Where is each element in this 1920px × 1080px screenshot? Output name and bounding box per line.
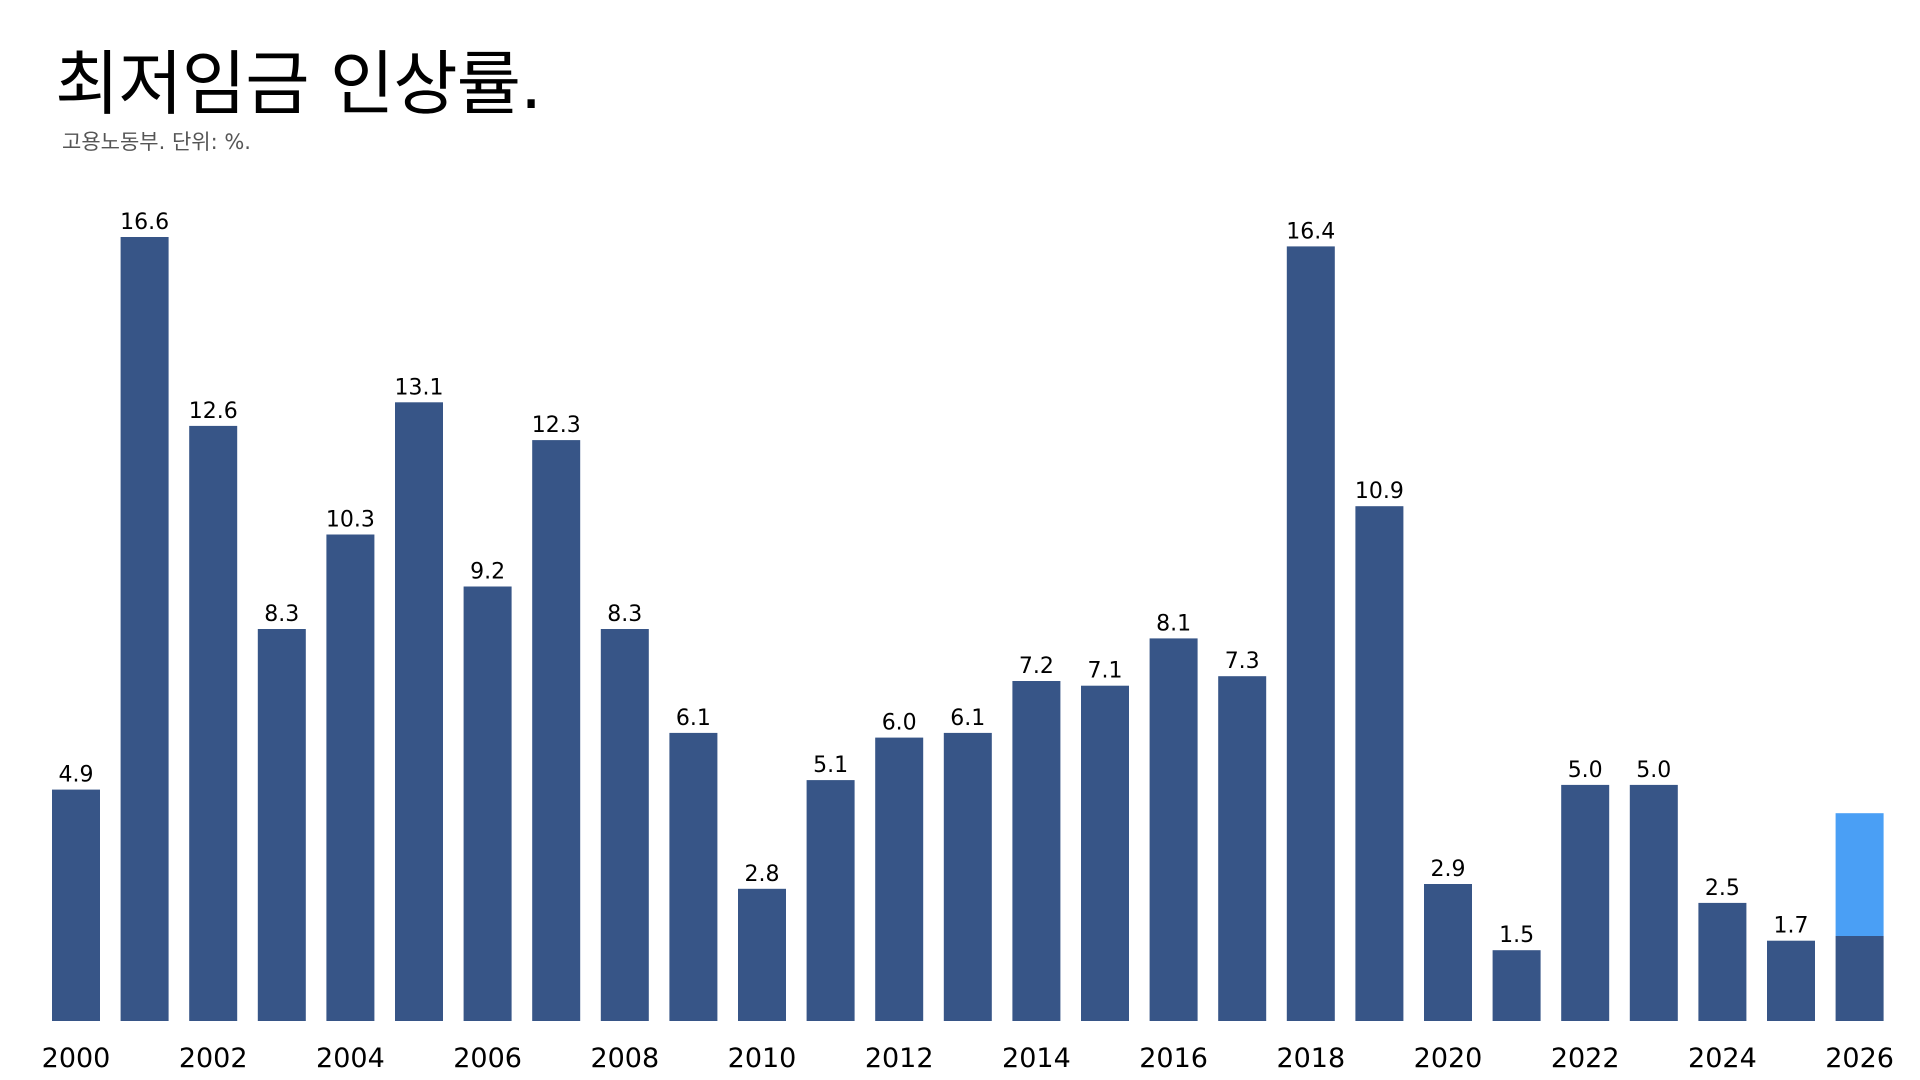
value-label-2003: 8.3 [264, 602, 299, 627]
bar-2010 [738, 888, 786, 1021]
value-label-2017: 7.3 [1225, 649, 1260, 674]
value-label-2008: 8.3 [607, 602, 642, 627]
x-tick-label-2024: 2024 [1688, 1043, 1757, 1074]
x-tick-label-2014: 2014 [1002, 1043, 1071, 1074]
bar-2001 [120, 237, 169, 1021]
chart-subtitle: 고용노동부. 단위: %. [62, 130, 251, 154]
value-label-2025: 1.7 [1774, 914, 1809, 939]
value-label-2023: 5.0 [1636, 758, 1671, 783]
value-label-2009: 6.1 [676, 706, 711, 731]
x-tick-label-2026: 2026 [1825, 1043, 1894, 1074]
value-label-2010: 2.8 [745, 862, 780, 887]
x-tick-label-2010: 2010 [728, 1043, 797, 1074]
bar-2017 [1218, 676, 1267, 1021]
bar-2019 [1355, 506, 1404, 1021]
x-tick-label-2020: 2020 [1414, 1043, 1483, 1074]
bar-2020 [1424, 884, 1472, 1021]
value-label-2014: 7.2 [1019, 654, 1054, 679]
bar-2025 [1767, 940, 1815, 1021]
bar-2005 [395, 402, 443, 1021]
bar-2016 [1149, 638, 1198, 1021]
bar-2012 [875, 737, 924, 1021]
bar-2015 [1081, 685, 1129, 1021]
value-label-2011: 5.1 [813, 753, 848, 778]
value-label-2005: 13.1 [395, 375, 444, 400]
value-label-2020: 2.9 [1431, 857, 1466, 882]
x-tick-label-2004: 2004 [316, 1043, 385, 1074]
x-tick-label-2008: 2008 [590, 1043, 659, 1074]
value-label-2015: 7.1 [1088, 659, 1123, 684]
bar-2009 [669, 732, 718, 1021]
bar-2013 [943, 732, 992, 1021]
value-label-2001: 16.6 [120, 210, 169, 235]
value-label-2013: 6.1 [950, 706, 985, 731]
x-tick-label-2018: 2018 [1276, 1043, 1345, 1074]
bar-2003 [257, 629, 306, 1021]
chart-title: 최저임금 인상률. [55, 43, 542, 125]
x-tick-label-2002: 2002 [179, 1043, 248, 1074]
bar-2006 [463, 586, 512, 1021]
x-tick-label-2012: 2012 [865, 1043, 934, 1074]
bar-2026-base [1835, 936, 1884, 1021]
value-label-2012: 6.0 [882, 711, 917, 736]
bar-2021 [1492, 950, 1541, 1021]
bar-2011 [806, 780, 855, 1021]
x-tick-label-2022: 2022 [1551, 1043, 1620, 1074]
value-label-2006: 9.2 [470, 560, 505, 585]
value-label-2016: 8.1 [1156, 611, 1191, 636]
bar-2008 [600, 629, 649, 1021]
bar-2023 [1629, 784, 1678, 1021]
bar-2004 [326, 534, 375, 1021]
value-label-2000: 4.9 [59, 763, 94, 788]
value-label-2024: 2.5 [1705, 876, 1740, 901]
value-label-2018: 16.4 [1286, 219, 1335, 244]
x-tick-label-2000: 2000 [42, 1043, 111, 1074]
bars-group [52, 237, 1884, 1022]
bar-2002 [189, 425, 238, 1021]
value-label-2004: 10.3 [326, 508, 375, 533]
value-labels-group: 4.9 16.6 12.6 8.3 10.3 13.1 9.2 12.3 8.3 6.1 2.8 5.… [59, 210, 1809, 948]
bar-2024 [1698, 902, 1747, 1021]
bar-2007 [532, 440, 581, 1022]
x-axis-tick-labels: 2000 2002 2004 2006 2008 2010 2012 2014 2016 2018… [42, 1043, 1894, 1074]
value-label-2022: 5.0 [1568, 758, 1603, 783]
value-label-2002: 12.6 [189, 399, 238, 424]
bar-2026-highlight [1835, 813, 1884, 936]
value-label-2019: 10.9 [1355, 479, 1404, 504]
bar-2018 [1286, 246, 1335, 1021]
bar-2014 [1012, 681, 1061, 1021]
value-label-2007: 12.3 [532, 413, 581, 438]
bar-2000 [52, 789, 100, 1021]
x-tick-label-2016: 2016 [1139, 1043, 1208, 1074]
bar-2022 [1561, 784, 1610, 1021]
value-label-2021: 1.5 [1499, 923, 1534, 948]
x-tick-label-2006: 2006 [453, 1043, 522, 1074]
